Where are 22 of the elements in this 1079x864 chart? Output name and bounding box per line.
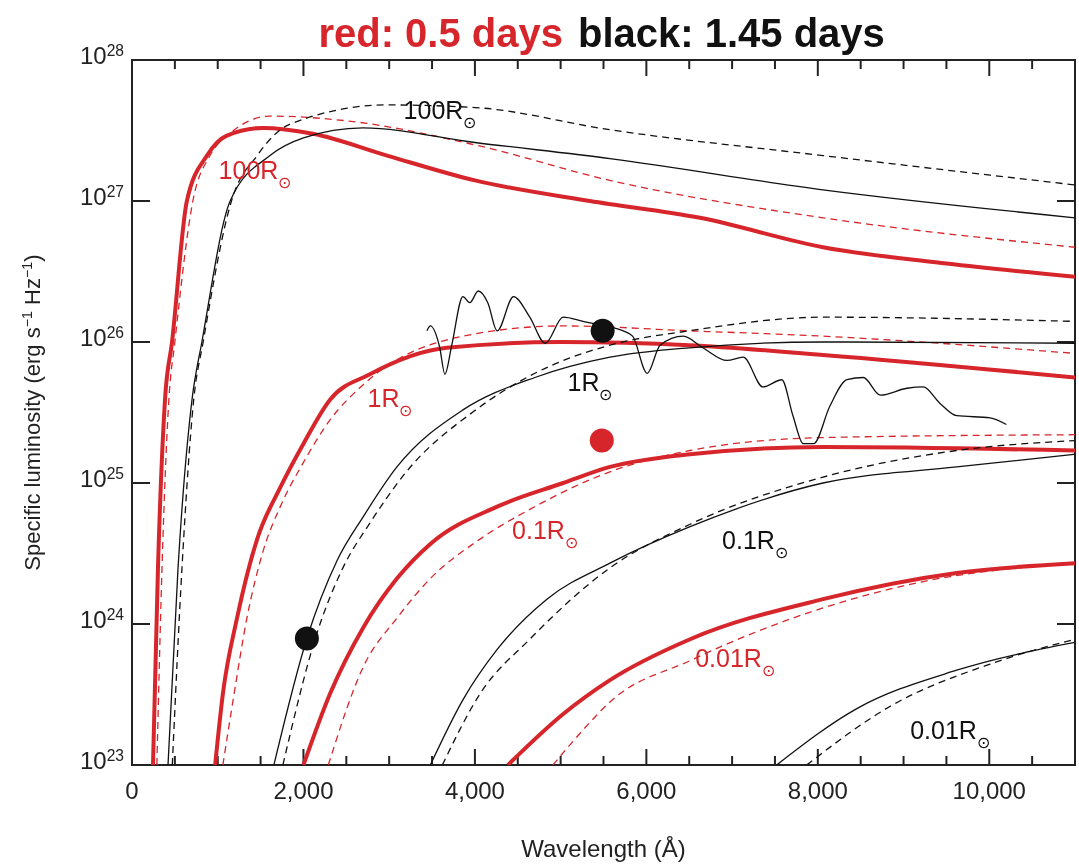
- annotation: 0.01R$_{⊙}$: [910, 716, 990, 751]
- y-tick-label: 10$^{27}$: [79, 182, 124, 210]
- y-tick-label: 10$^{28}$: [79, 41, 124, 69]
- annotation: 1R$_{⊙}$: [367, 384, 413, 419]
- y-tick-label: 10$^{26}$: [79, 323, 124, 351]
- y-tick-label: 10$^{25}$: [79, 464, 125, 492]
- annotation: 1R$_{⊙}$: [567, 368, 613, 403]
- x-tick-label: 8,000: [787, 777, 848, 804]
- annotation: 0.1R$_{⊙}$: [512, 516, 578, 551]
- x-axis-title: Wavelength (Å): [521, 835, 686, 862]
- annotation: 0.1R$_{⊙}$: [722, 526, 788, 561]
- annotation: 100R$_{⊙}$: [403, 96, 477, 131]
- x-tick-label: 0: [125, 777, 139, 804]
- y-tick-label: 10$^{24}$: [79, 605, 125, 633]
- x-tick-label: 2,000: [273, 777, 334, 804]
- x-tick-label: 6,000: [616, 777, 677, 804]
- chart-subtitle: black: 1.45 days: [578, 11, 885, 55]
- chart-title: red: 0.5 days: [318, 11, 563, 55]
- x-tick-label: 4,000: [444, 777, 505, 804]
- y-tick-label: 10$^{23}$: [79, 746, 124, 774]
- x-tick-label: 10,000: [952, 777, 1026, 804]
- annotation: 0.01R$_{⊙}$: [695, 644, 775, 679]
